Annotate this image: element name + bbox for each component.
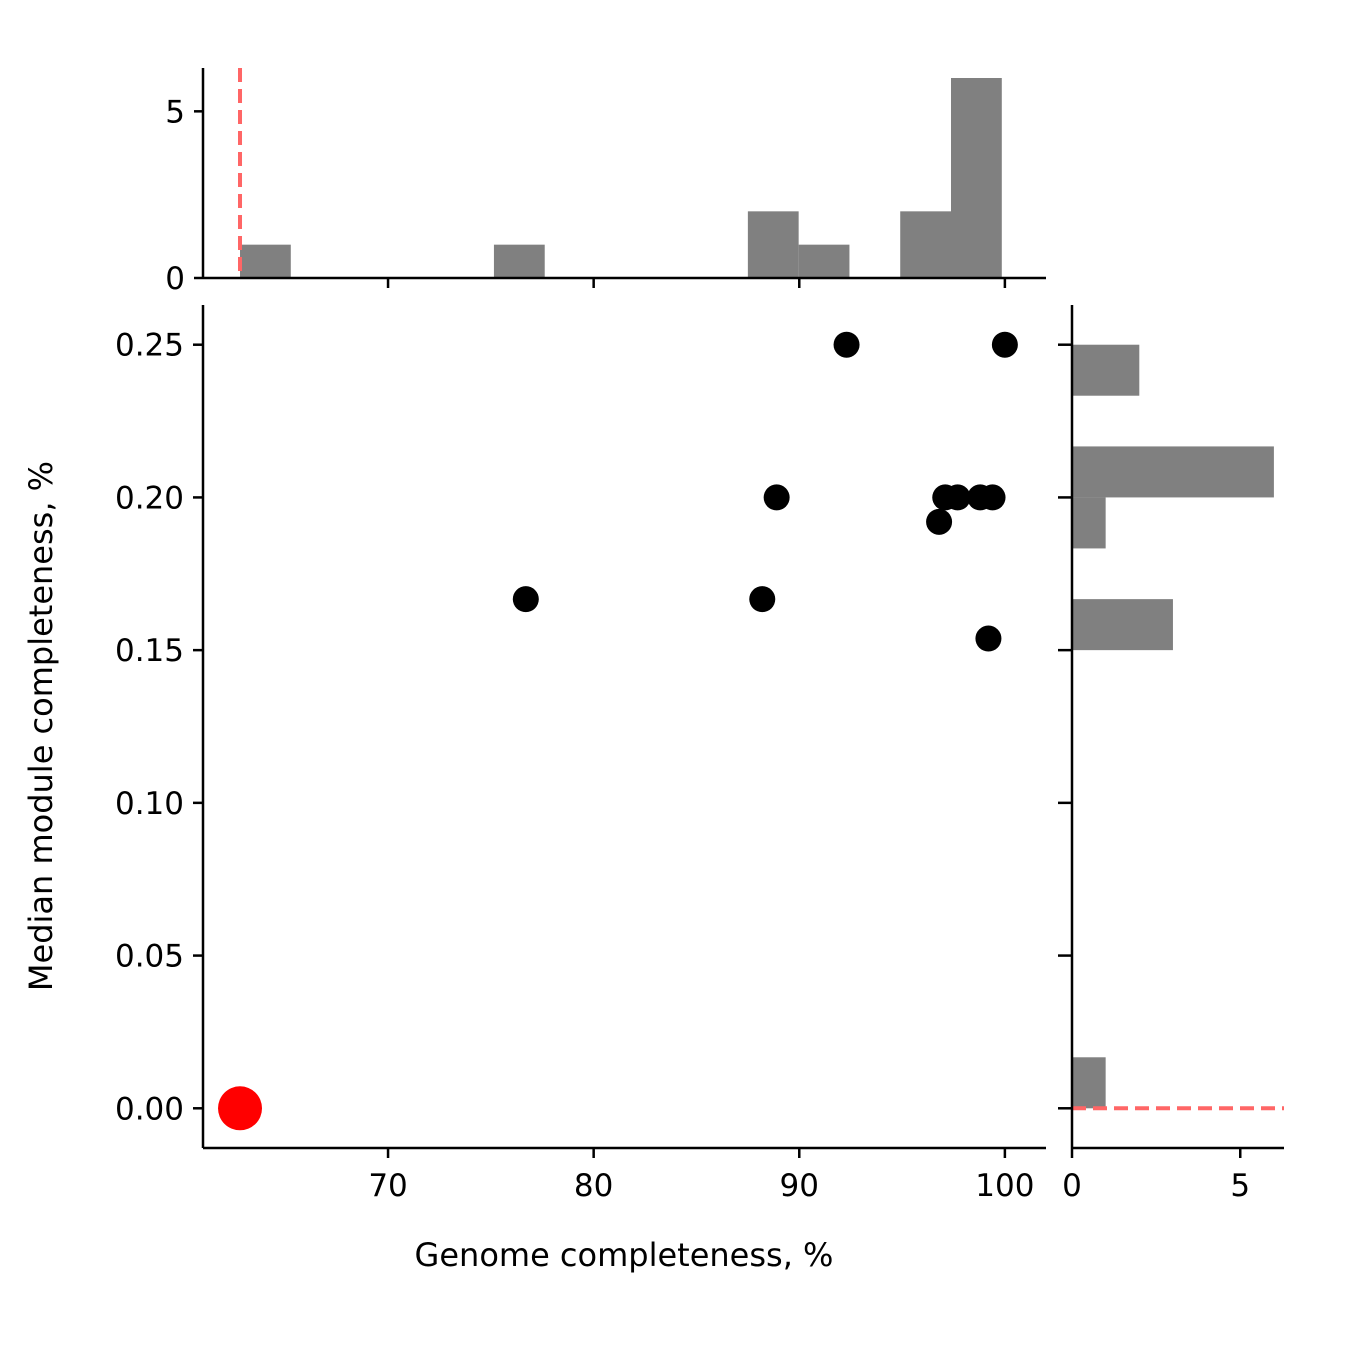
scatter-point (833, 331, 860, 358)
top-marginal-histogram: 05 (165, 68, 1046, 297)
right-hist-bar (1072, 344, 1140, 396)
right-hist-bar (1072, 599, 1173, 651)
right-hist-bar (1072, 1057, 1106, 1109)
top-hist-bar (240, 244, 291, 278)
scatter-point (975, 625, 1002, 652)
right-hist-bar (1072, 446, 1274, 498)
y-tick-label: 0.20 (115, 480, 184, 516)
x-tick-label: 90 (780, 1168, 819, 1204)
right-hist-x-tick-label: 5 (1230, 1168, 1250, 1204)
scatter-point (926, 508, 953, 535)
top-hist-bar (798, 244, 850, 278)
scatter-point (991, 331, 1018, 358)
right-hist-x-tick-label: 0 (1062, 1168, 1082, 1204)
y-tick-label: 0.25 (115, 328, 184, 364)
x-tick-label: 100 (975, 1168, 1034, 1204)
top-hist-y-tick-label: 0 (165, 261, 185, 297)
main-scatter-plot: 70 80 90 100 0.00 0.05 0.10 0.15 0.20 0.25 (115, 305, 1046, 1204)
scatter-point (749, 586, 776, 613)
scatter-point (512, 586, 539, 613)
top-hist-bar (951, 78, 1002, 278)
y-tick-label: 0.15 (115, 633, 184, 669)
right-hist-bar (1072, 497, 1106, 549)
y-tick-label: 0.10 (115, 786, 184, 822)
x-axis-title: Genome completeness, % (415, 1236, 834, 1274)
top-hist-bar (493, 244, 545, 278)
scatter-point (944, 484, 971, 511)
y-axis-title: Median module completeness, % (22, 461, 60, 991)
highlighted-point (218, 1086, 263, 1131)
scatter-point (979, 484, 1006, 511)
y-tick-label: 0.00 (115, 1091, 184, 1127)
scatter-point (763, 484, 790, 511)
top-hist-bar (747, 211, 799, 278)
y-tick-label: 0.05 (115, 939, 184, 975)
x-tick-label: 80 (574, 1168, 613, 1204)
top-hist-y-tick-label: 5 (165, 94, 185, 130)
x-tick-label: 70 (368, 1168, 407, 1204)
top-hist-bar (900, 211, 952, 278)
